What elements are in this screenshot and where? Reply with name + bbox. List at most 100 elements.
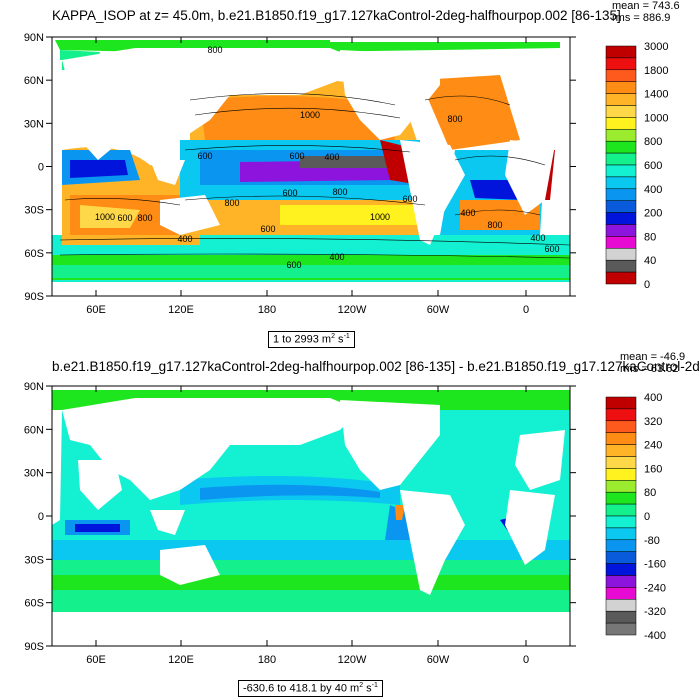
colorbar-swatch — [605, 575, 637, 588]
colorbar-label: 200 — [644, 208, 662, 220]
panel-top: KAPPA_ISOP at z= 45.0m, b.e21.B1850.f19_… — [24, 0, 680, 316]
colorbar-label: 160 — [644, 463, 662, 475]
x-tick-label: 180 — [258, 304, 276, 316]
contour-label: 400 — [324, 152, 339, 162]
colorbar-label: 40 — [644, 255, 656, 267]
colorbar-swatch — [605, 396, 637, 410]
colorbar-swatch — [605, 129, 637, 142]
y-tick-label: 30N — [24, 468, 44, 480]
contour-label: 800 — [332, 187, 347, 197]
y-tick-label: 60S — [24, 248, 44, 260]
colorbar-label: 600 — [644, 160, 662, 172]
colorbar-bottom: 400 320 240 160 80 0 -80 -160 -240 -320 -400 — [605, 392, 666, 642]
x-tick-label: 120W — [338, 654, 367, 666]
colorbar-label: 0 — [644, 279, 650, 291]
y-tick-label: 60N — [24, 75, 44, 87]
contour-label: 600 — [117, 213, 132, 223]
x-tick-label: 120E — [168, 654, 194, 666]
contour-label: 600 — [286, 260, 301, 270]
colorbar-label: 1400 — [644, 89, 668, 101]
y-tick-label: 90S — [24, 291, 44, 303]
x-tick-label: 180 — [258, 654, 276, 666]
colorbar-swatch — [605, 152, 637, 166]
y-tick-label: 0 — [38, 511, 44, 523]
colorbar-swatch — [605, 610, 637, 624]
y-tick-label: 0 — [38, 162, 44, 174]
contour-label: 400 — [460, 208, 475, 218]
contour-label: 600 — [402, 194, 417, 204]
x-tick-label: 120W — [338, 304, 367, 316]
contour-label: 800 — [207, 45, 222, 55]
colorbar-swatch — [605, 200, 637, 213]
colorbar-label: 0 — [644, 511, 650, 523]
x-tick-label: 60W — [427, 304, 450, 316]
contour-label: 800 — [224, 198, 239, 208]
rms-stat: rms = 63.62 — [620, 363, 678, 375]
colorbar-swatch — [605, 551, 637, 564]
x-tick-label: 60W — [427, 654, 450, 666]
contour-label: 800 — [137, 213, 152, 223]
colorbar-swatch — [605, 259, 637, 273]
y-tick-label: 30S — [24, 554, 44, 566]
colorbar-swatch — [605, 45, 637, 59]
rms-stat: rms = 886.9 — [612, 12, 670, 24]
colorbar-label: 3000 — [644, 41, 668, 53]
colorbar-swatch — [605, 527, 637, 541]
x-tick-label: 60E — [86, 654, 106, 666]
colorbar-label: 80 — [644, 487, 656, 499]
colorbar-label: 800 — [644, 136, 662, 148]
colorbar-swatch — [605, 444, 637, 457]
y-tick-label: 60S — [24, 598, 44, 610]
colorbar-swatch — [605, 456, 637, 469]
colorbar-label: 320 — [644, 416, 662, 428]
contour-label: 400 — [177, 234, 192, 244]
y-tick-label: 30S — [24, 205, 44, 217]
map-field — [52, 386, 570, 646]
colorbar-swatch — [605, 468, 637, 481]
x-tick-label: 0 — [523, 304, 529, 316]
contour-label: 1000 — [300, 110, 320, 120]
colorbar-swatch — [605, 93, 637, 106]
colorbar-swatch — [605, 491, 637, 505]
colorbar-swatch — [605, 271, 637, 285]
contour-label: 600 — [282, 188, 297, 198]
range-note: 1 to 2993 m2 s-1 — [268, 331, 355, 348]
colorbar-swatch — [605, 480, 637, 493]
contour-label: 600 — [544, 244, 559, 254]
colorbar-swatch — [605, 69, 637, 82]
colorbar-swatch — [605, 57, 637, 71]
contour-label: 1000 — [95, 212, 115, 222]
y-tick-label: 30N — [24, 118, 44, 130]
axes-bottom: 60E 120E 180 120W 60W 0 90N 60N 30N 0 30S 60S 90S — [24, 381, 576, 666]
y-tick-label: 90N — [24, 381, 44, 393]
panel-bottom: b.e21.B1850.f19_g17.127kaControl-2deg-ha… — [24, 351, 700, 666]
mean-stat: mean = 743.6 — [612, 0, 680, 12]
contour-label: 600 — [197, 151, 212, 161]
colorbar-label: 400 — [644, 184, 662, 196]
colorbar-swatch — [605, 212, 637, 225]
colorbar-swatch — [605, 140, 637, 154]
colorbar-swatch — [605, 224, 637, 237]
x-tick-label: 120E — [168, 304, 194, 316]
colorbar-swatch — [605, 539, 637, 552]
colorbar-swatch — [605, 420, 637, 433]
panel-title: KAPPA_ISOP at z= 45.0m, b.e21.B1850.f19_… — [52, 8, 621, 23]
colorbar-label: 1000 — [644, 112, 668, 124]
colorbar-label: -400 — [644, 630, 666, 642]
colorbar-swatch — [605, 432, 637, 445]
colorbar-label: -160 — [644, 559, 666, 571]
colorbar-swatch — [605, 515, 637, 529]
y-tick-label: 60N — [24, 424, 44, 436]
colorbar-label: 80 — [644, 231, 656, 243]
contour-label: 400 — [530, 233, 545, 243]
colorbar-swatch — [605, 164, 637, 178]
colorbar-swatch — [605, 503, 637, 517]
colorbar-swatch — [605, 248, 637, 261]
colorbar-label: 240 — [644, 440, 662, 452]
colorbar-swatch — [605, 105, 637, 118]
contour-label: 400 — [329, 252, 344, 262]
contour-label: 1000 — [370, 212, 390, 222]
map-field — [52, 37, 570, 296]
